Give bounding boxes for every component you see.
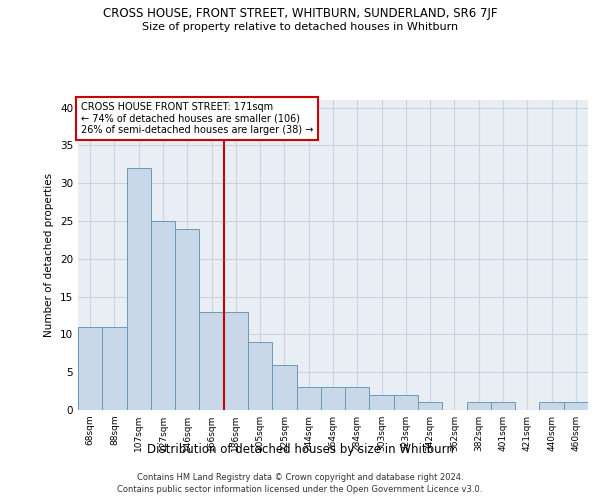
Bar — [248, 342, 272, 410]
Bar — [467, 402, 491, 410]
Bar — [78, 327, 102, 410]
Text: Size of property relative to detached houses in Whitburn: Size of property relative to detached ho… — [142, 22, 458, 32]
Bar — [272, 364, 296, 410]
Bar — [224, 312, 248, 410]
Bar — [345, 388, 370, 410]
Bar — [539, 402, 564, 410]
Text: Contains HM Land Registry data © Crown copyright and database right 2024.: Contains HM Land Registry data © Crown c… — [137, 472, 463, 482]
Text: CROSS HOUSE FRONT STREET: 171sqm
← 74% of detached houses are smaller (106)
26% : CROSS HOUSE FRONT STREET: 171sqm ← 74% o… — [80, 102, 313, 134]
Bar — [370, 395, 394, 410]
Bar — [199, 312, 224, 410]
Bar — [564, 402, 588, 410]
Bar — [296, 388, 321, 410]
Bar — [102, 327, 127, 410]
Text: CROSS HOUSE, FRONT STREET, WHITBURN, SUNDERLAND, SR6 7JF: CROSS HOUSE, FRONT STREET, WHITBURN, SUN… — [103, 8, 497, 20]
Bar — [418, 402, 442, 410]
Bar — [321, 388, 345, 410]
Bar — [491, 402, 515, 410]
Bar — [175, 228, 199, 410]
Y-axis label: Number of detached properties: Number of detached properties — [44, 173, 55, 337]
Bar — [127, 168, 151, 410]
Text: Contains public sector information licensed under the Open Government Licence v3: Contains public sector information licen… — [118, 485, 482, 494]
Bar — [151, 221, 175, 410]
Bar — [394, 395, 418, 410]
Text: Distribution of detached houses by size in Whitburn: Distribution of detached houses by size … — [146, 442, 454, 456]
